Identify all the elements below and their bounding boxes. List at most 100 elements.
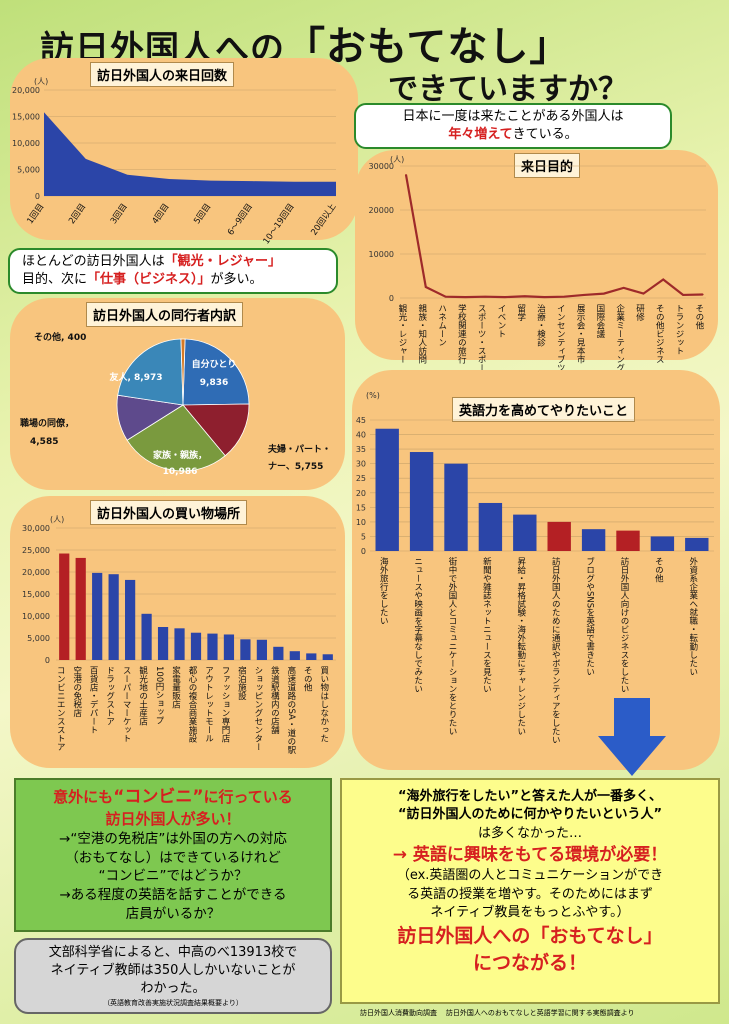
- pie-slice: [182, 338, 250, 406]
- shop-xtick: その他: [302, 666, 312, 692]
- purpose-callout-c: 目的、次に: [22, 271, 88, 287]
- english-xtick: 外資系企業へ就職・転勤したい: [688, 556, 698, 676]
- shop-bar: [240, 639, 251, 660]
- visits-ytick: 0: [35, 192, 40, 201]
- purpose-point: [504, 296, 506, 298]
- yellow-line7: ネイティブ教員をもっとふやす。）: [430, 905, 630, 921]
- purpose-xtick: その他ビジネス: [654, 304, 664, 364]
- shop-bar: [207, 633, 218, 660]
- english-ytick: 15: [356, 503, 366, 512]
- visits-unit-label: (人): [34, 77, 48, 86]
- green-line1-a: 意外にも: [53, 788, 114, 806]
- pie-value: 4,585: [30, 437, 58, 447]
- english-unit-label: (%): [366, 391, 380, 400]
- shop-xtick: ショッピングセンター: [253, 666, 263, 751]
- pie-slice: [126, 404, 226, 472]
- english-panel: [352, 370, 720, 770]
- shop-bar: [273, 646, 284, 660]
- shop-xtick: ドラッグストア: [105, 666, 115, 726]
- shopping-chart-title: 訪日外国人の買い物場所: [90, 500, 248, 525]
- footer-source1: 訪日外国人消費動向調査: [360, 1009, 437, 1017]
- shop-bar: [174, 628, 185, 660]
- purpose-callout-e: が多い。: [210, 271, 263, 287]
- green-line6: →ある程度の英語を話すことができる: [59, 887, 287, 904]
- visits-callout: 日本に一度は来たことがある外国人は 年々増えてきている。: [354, 103, 672, 149]
- english-xtick: 訪日外国人向けのビジネスをしたい: [619, 556, 629, 693]
- english-bar: [513, 514, 537, 551]
- purpose-point: [464, 296, 467, 298]
- shop-xtick: アウトレットモール: [203, 666, 213, 743]
- yellow-line4: → 英語に興味をもてる環境が必要！: [392, 845, 668, 866]
- english-bar: [547, 521, 571, 551]
- english-ytick: 10: [356, 518, 366, 527]
- purpose-xtick: 研修: [634, 304, 644, 322]
- gray-line2: ネイティブ教師は350人しかいないことが: [50, 963, 296, 979]
- shop-xtick: 鉄道駅構内の店舗: [269, 665, 279, 735]
- shop-unit-label: (人): [50, 515, 64, 524]
- pie-value: 10,986: [163, 467, 198, 477]
- purpose-ytick: 30000: [369, 162, 394, 171]
- green-line1-c: に行っている: [203, 788, 293, 806]
- purpose-point: [622, 287, 625, 289]
- purpose-xtick: トランジット: [674, 304, 684, 355]
- shop-ytick: 30,000: [22, 524, 50, 533]
- purpose-xtick: イベント: [496, 304, 506, 338]
- english-ytick: 40: [356, 431, 366, 440]
- yellow-line1: “海外旅行をしたい”と答えた人が一番多く、: [397, 789, 663, 804]
- green-line3: →“空港の免税店”は外国の方への対応: [59, 831, 287, 848]
- english-bar: [685, 537, 709, 551]
- english-ytick: 5: [361, 532, 366, 541]
- shop-xtick: スーパーマーケット: [121, 666, 131, 743]
- purpose-xtick: 親族・知人訪問: [417, 303, 427, 364]
- purpose-point: [702, 293, 704, 296]
- purpose-xtick: その他: [694, 304, 704, 330]
- pie-label: 職場の同僚，: [20, 417, 74, 429]
- shop-ytick: 10,000: [22, 612, 50, 621]
- shop-ytick: 0: [45, 656, 50, 665]
- down-arrow-icon: [598, 698, 666, 776]
- pie-label: 家族・親族，: [153, 449, 207, 461]
- shop-ytick: 25,000: [22, 546, 50, 555]
- pie-label: その他, 400: [34, 331, 86, 343]
- purpose-ytick: 0: [389, 294, 394, 303]
- shop-bar: [59, 553, 70, 660]
- english-bar: [581, 529, 606, 551]
- purpose-xtick: 企業ミーティング: [615, 303, 625, 372]
- native-teacher-note: 文部科学省によると、中高のべ13913校で ネイティブ教師は350人しかいないこ…: [14, 938, 332, 1014]
- pie-slice: [117, 338, 184, 406]
- purpose-point: [424, 286, 427, 288]
- shop-xtick: 百貨店・デパート: [88, 666, 98, 734]
- visits-area-series: [44, 112, 336, 196]
- visits-callout-red: 年々増えて: [448, 126, 513, 142]
- pie-value: ナー、5,755: [268, 461, 323, 472]
- shop-bar: [92, 572, 103, 660]
- footer-source: 訪日外国人消費動向調査 訪日外国人へのおもてなしと英語学習に関する実態調査より: [360, 1008, 635, 1018]
- english-ytick: 30: [356, 460, 366, 469]
- green-line1: 意外にも“コンビニ”に行っている: [16, 786, 330, 809]
- purpose-callout-d: 「仕事（ビジネス）」: [87, 271, 211, 287]
- purpose-callout-b: 「観光・レジャー」: [164, 254, 281, 269]
- purpose-callout-line1: ほとんどの訪日外国人は「観光・レジャー」: [22, 253, 330, 271]
- purpose-point: [405, 174, 407, 176]
- english-xtick: 海外旅行をしたい: [378, 556, 388, 625]
- yellow-line3: は多くなかった…: [477, 825, 582, 841]
- purpose-callout-a: ほとんどの訪日外国人は: [22, 254, 165, 269]
- purpose-point: [642, 292, 645, 295]
- purpose-point: [484, 295, 486, 298]
- purpose-point: [444, 295, 447, 298]
- english-xtick: 新聞や雑誌ネットニュースを見たい: [481, 556, 491, 693]
- english-bar: [444, 463, 468, 551]
- gray-line3: わかった。: [140, 981, 206, 997]
- gray-source: （英語教育改善実施状況調査結果概要より）: [103, 998, 243, 1007]
- shop-bar: [223, 634, 235, 660]
- visits-ytick: 10,000: [12, 139, 40, 148]
- shop-xtick: コンビニエンスストア: [55, 666, 65, 751]
- green-line1-b: “コンビニ”: [113, 787, 204, 807]
- purpose-xtick: 治療・検診: [536, 303, 546, 347]
- english-ytick: 25: [356, 474, 366, 483]
- shop-bar: [75, 557, 86, 660]
- purpose-point: [682, 294, 684, 296]
- english-chart-title: 英語力を高めてやりたいこと: [452, 397, 636, 422]
- english-bar: [375, 428, 399, 551]
